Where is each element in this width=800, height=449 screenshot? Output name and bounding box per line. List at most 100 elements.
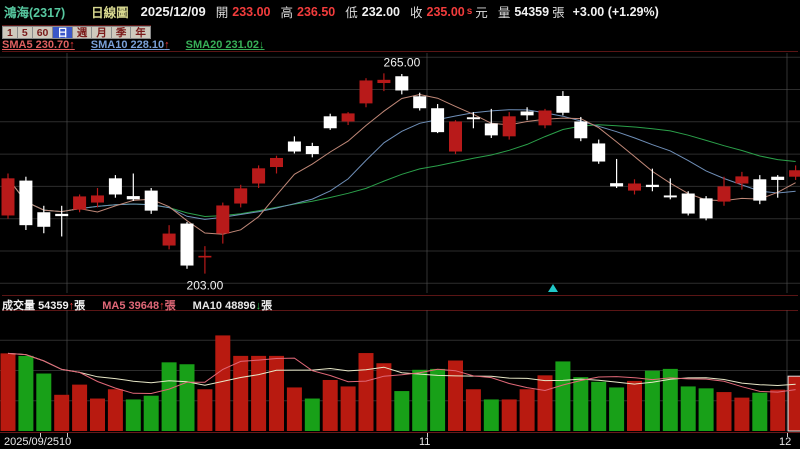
volume-bar[interactable] bbox=[573, 377, 589, 431]
volume-bar[interactable] bbox=[179, 364, 195, 431]
volume-bar[interactable] bbox=[161, 362, 177, 431]
volume-bar[interactable] bbox=[197, 389, 213, 431]
candle[interactable] bbox=[449, 121, 462, 152]
candle[interactable] bbox=[556, 95, 570, 113]
candle[interactable] bbox=[126, 196, 140, 200]
candle[interactable] bbox=[466, 117, 480, 120]
volume-bar[interactable] bbox=[483, 399, 499, 431]
volume-bar[interactable] bbox=[394, 391, 410, 431]
volume-bar[interactable] bbox=[591, 381, 607, 431]
tab-1[interactable]: 1 bbox=[2, 26, 18, 39]
candle[interactable] bbox=[287, 141, 301, 152]
tab-60[interactable]: 60 bbox=[32, 26, 54, 39]
volume-bar[interactable] bbox=[501, 399, 517, 431]
candle[interactable] bbox=[377, 79, 391, 84]
candle[interactable] bbox=[753, 179, 767, 201]
volume-bar[interactable] bbox=[644, 370, 660, 431]
candle[interactable] bbox=[645, 184, 659, 188]
volume-bar[interactable] bbox=[90, 398, 105, 431]
volume-bar[interactable] bbox=[448, 360, 463, 431]
candle[interactable] bbox=[574, 121, 588, 139]
volume-bar[interactable] bbox=[215, 335, 231, 431]
event-marker-icon[interactable] bbox=[548, 284, 558, 292]
volume-bar[interactable] bbox=[358, 353, 374, 431]
volume-bar[interactable] bbox=[125, 399, 141, 431]
candle[interactable] bbox=[681, 193, 695, 214]
volume-bar[interactable] bbox=[18, 355, 34, 431]
candle[interactable] bbox=[323, 116, 337, 129]
candle[interactable] bbox=[162, 233, 176, 246]
candle[interactable] bbox=[699, 198, 713, 219]
candle[interactable] bbox=[538, 110, 552, 126]
candle[interactable] bbox=[252, 168, 266, 184]
volume-bar[interactable] bbox=[376, 363, 392, 431]
volume-bar[interactable] bbox=[340, 386, 356, 431]
candle[interactable] bbox=[431, 108, 445, 133]
volume-bar[interactable] bbox=[143, 395, 159, 431]
tab-年[interactable]: 年 bbox=[131, 26, 151, 39]
candle[interactable] bbox=[55, 213, 69, 217]
candle[interactable] bbox=[520, 111, 534, 116]
volume-bar[interactable] bbox=[662, 368, 678, 431]
candle[interactable] bbox=[341, 113, 355, 122]
tab-週[interactable]: 週 bbox=[72, 26, 93, 39]
volume-bar[interactable] bbox=[716, 392, 732, 431]
candle[interactable] bbox=[610, 183, 624, 187]
volume-bar[interactable] bbox=[734, 397, 750, 431]
candle[interactable] bbox=[395, 76, 409, 91]
tab-月[interactable]: 月 bbox=[92, 26, 112, 39]
candle[interactable] bbox=[73, 196, 87, 210]
volume-bar[interactable] bbox=[430, 368, 446, 431]
candle[interactable] bbox=[663, 195, 677, 198]
volume-bar[interactable] bbox=[412, 369, 428, 431]
tab-季[interactable]: 季 bbox=[111, 26, 132, 39]
candle[interactable] bbox=[270, 157, 283, 168]
volume-bar[interactable] bbox=[609, 387, 625, 431]
candle[interactable] bbox=[216, 205, 230, 234]
volume-bar[interactable] bbox=[555, 361, 571, 431]
candle[interactable] bbox=[502, 116, 516, 137]
candle[interactable] bbox=[180, 223, 194, 266]
tab-日[interactable]: 日 bbox=[53, 26, 73, 39]
candle[interactable] bbox=[413, 96, 427, 109]
candle[interactable] bbox=[592, 143, 606, 162]
candle[interactable] bbox=[484, 123, 498, 136]
volume-chart-canvas[interactable] bbox=[0, 310, 800, 432]
volume-bar[interactable] bbox=[698, 388, 714, 431]
volume-bar[interactable] bbox=[770, 389, 786, 431]
volume-bar[interactable] bbox=[233, 355, 249, 431]
volume-bar[interactable] bbox=[627, 380, 642, 431]
candle[interactable] bbox=[37, 212, 51, 227]
price-chart-canvas[interactable]: 265.00 203.00 bbox=[0, 53, 800, 294]
candle[interactable] bbox=[234, 188, 248, 204]
volume-bar[interactable] bbox=[72, 384, 88, 431]
candle[interactable] bbox=[1, 178, 15, 216]
volume-bar[interactable] bbox=[269, 355, 284, 431]
candle[interactable] bbox=[628, 183, 641, 191]
volume-bar[interactable] bbox=[322, 379, 338, 431]
candle[interactable] bbox=[91, 195, 104, 203]
volume-bar[interactable] bbox=[787, 375, 800, 432]
volume-bar[interactable] bbox=[286, 387, 302, 431]
volume-bar[interactable] bbox=[519, 389, 535, 431]
candle[interactable] bbox=[305, 146, 319, 155]
volume-bar[interactable] bbox=[36, 373, 52, 431]
volume-bar[interactable] bbox=[251, 355, 267, 431]
volume-bar[interactable] bbox=[752, 392, 768, 431]
volume-bar[interactable] bbox=[0, 353, 16, 431]
volume-bar[interactable] bbox=[304, 398, 320, 431]
volume-bar[interactable] bbox=[465, 389, 481, 431]
candle[interactable] bbox=[198, 255, 212, 258]
candle[interactable] bbox=[789, 170, 800, 177]
candle[interactable] bbox=[144, 190, 158, 211]
candle[interactable] bbox=[735, 176, 749, 184]
volume-bar[interactable] bbox=[107, 389, 123, 431]
volume-bar[interactable] bbox=[54, 394, 70, 431]
candle[interactable] bbox=[108, 178, 122, 195]
candle[interactable] bbox=[359, 80, 373, 104]
volume-bar[interactable] bbox=[680, 386, 696, 431]
volume-bar[interactable] bbox=[537, 375, 553, 431]
candle[interactable] bbox=[19, 180, 33, 226]
tab-5[interactable]: 5 bbox=[17, 26, 33, 39]
candle[interactable] bbox=[717, 186, 731, 202]
